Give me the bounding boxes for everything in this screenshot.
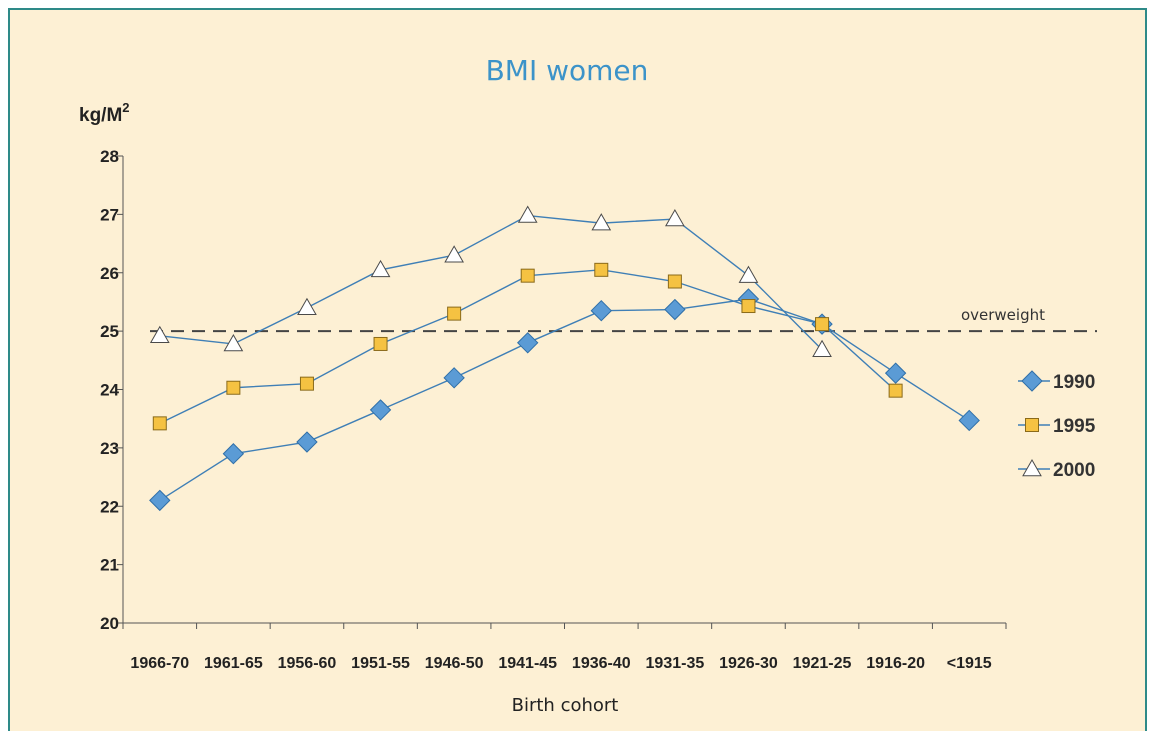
data-point-1995 — [594, 262, 609, 277]
legend-label-2000: 2000 — [1053, 460, 1095, 481]
x-tick-label: 1966-70 — [130, 655, 189, 672]
data-point-2000 — [665, 209, 685, 227]
y-tick-label: 20 — [100, 614, 119, 633]
y-axis-unit-base: kg/M — [79, 105, 122, 126]
series-line-1990 — [159, 298, 970, 502]
data-point-1990 — [664, 298, 686, 321]
data-point-1995 — [667, 274, 682, 289]
y-tick-label: 24 — [100, 381, 119, 400]
y-tick-label: 25 — [100, 322, 119, 341]
legend: 1990 1995 2000 — [1018, 370, 1096, 481]
data-point-2000 — [370, 259, 391, 278]
y-tick-label: 27 — [100, 205, 119, 224]
overweight-annotation: overweight — [961, 306, 1045, 324]
series-line-2000 — [159, 214, 823, 351]
plot-area — [149, 205, 980, 512]
data-point-2000 — [517, 205, 538, 223]
data-point-2000 — [149, 325, 170, 344]
chart-title: BMI women — [486, 54, 649, 87]
data-point-2000 — [297, 297, 317, 316]
y-tick-label: 23 — [100, 439, 119, 458]
y-tick-label: 26 — [100, 264, 119, 283]
y-tick-label: 28 — [100, 147, 119, 166]
legend-marker-1990 — [1021, 370, 1043, 392]
data-point-1990 — [884, 362, 907, 384]
x-tick-label: 1941-45 — [498, 655, 557, 672]
reference-line-group: overweight — [150, 306, 1097, 333]
data-point-1990 — [369, 399, 392, 421]
x-tick-label: <1915 — [947, 655, 992, 672]
data-point-1990 — [443, 367, 465, 389]
data-point-1995 — [447, 306, 462, 321]
data-point-1995 — [520, 268, 535, 283]
data-point-1990 — [517, 332, 539, 354]
y-tick-label: 22 — [100, 497, 119, 516]
x-tick-label: 1961-65 — [204, 655, 263, 672]
x-tick-label: 1926-30 — [719, 655, 778, 672]
data-point-1995 — [373, 336, 388, 351]
legend-marker-2000 — [1022, 458, 1042, 477]
legend-label-1990: 1990 — [1053, 372, 1095, 393]
y-axis-unit: kg/M2 — [79, 100, 130, 126]
data-point-1995 — [226, 380, 241, 395]
data-point-1995 — [888, 383, 903, 398]
legend-marker-1995 — [1025, 418, 1039, 432]
data-point-1995 — [815, 317, 830, 332]
data-point-2000 — [444, 245, 464, 263]
data-point-1995 — [152, 416, 167, 431]
data-point-1990 — [958, 409, 980, 432]
data-point-2000 — [223, 333, 244, 352]
y-tick-label: 21 — [100, 556, 119, 575]
data-point-1990 — [296, 431, 318, 453]
data-point-1990 — [590, 299, 612, 322]
data-point-2000 — [738, 265, 759, 283]
data-point-1990 — [149, 489, 171, 512]
axes: 20 21 22 23 24 25 26 27 28 1966-70 1961-65 1956-60 1… — [100, 147, 1007, 672]
data-point-2000 — [812, 339, 832, 358]
x-tick-label: 1921-25 — [793, 655, 852, 672]
data-point-1990 — [222, 443, 245, 465]
x-tick-label: 1956-60 — [278, 655, 337, 672]
legend-label-1995: 1995 — [1053, 416, 1096, 437]
x-axis-label: Birth cohort — [512, 695, 619, 716]
data-point-2000 — [591, 213, 612, 231]
data-point-1995 — [741, 299, 756, 314]
chart-frame — [8, 8, 1147, 731]
data-point-1995 — [299, 376, 314, 391]
y-axis-unit-superscript: 2 — [122, 100, 129, 115]
x-tick-label: 1916-20 — [866, 655, 925, 672]
x-tick-label: 1931-35 — [646, 655, 705, 672]
x-tick-label: 1951-55 — [351, 655, 410, 672]
x-tick-label: 1946-50 — [425, 655, 484, 672]
x-tick-label: 1936-40 — [572, 655, 631, 672]
